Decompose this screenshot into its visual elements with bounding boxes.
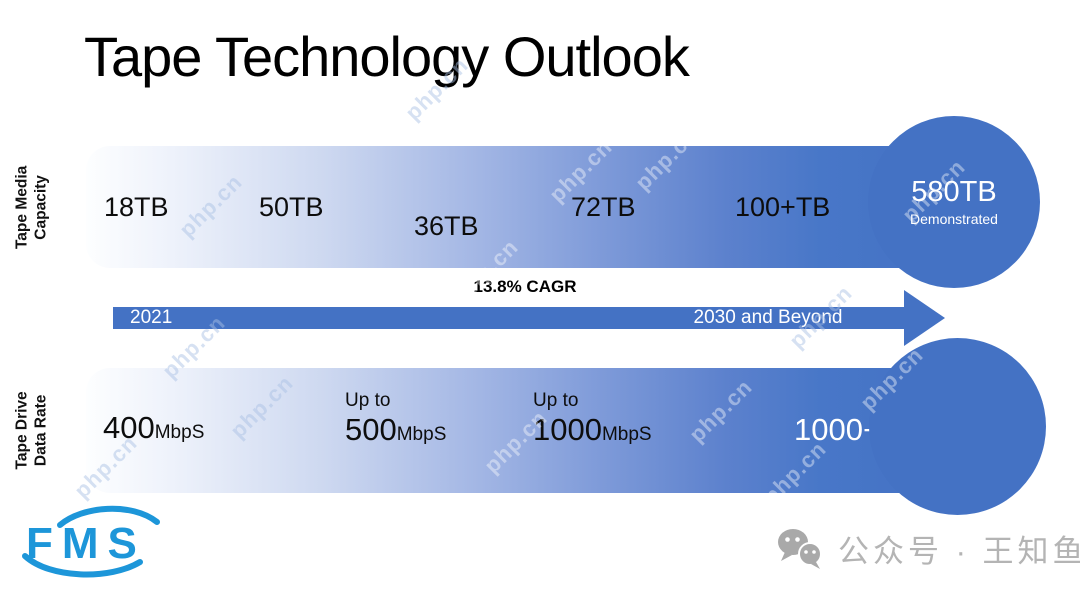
capacity-axis-label-line2: Capacity — [33, 175, 50, 240]
logo-swoosh-bottom — [22, 553, 143, 578]
cagr-label: 13.8% CAGR — [473, 277, 577, 296]
capacity-axis-label-line1: Tape Media — [13, 165, 31, 250]
rate-value-400: 400 MbpS — [103, 410, 205, 445]
capacity-highlight-circle: 580TB Demonstrated — [868, 116, 1040, 288]
rate-bar — [86, 368, 940, 493]
wechat-watermark: 公众号 · 王知鱼 — [776, 526, 1080, 571]
rate-axis-label-line2: Data Rate — [33, 394, 50, 467]
timeline-end-label: 2030 and Beyond — [693, 307, 843, 328]
rate-value-1000: Up to 1000 MbpS — [533, 390, 652, 447]
capacity-bar — [86, 146, 940, 268]
rate-value-500: Up to 500 MbpS — [345, 390, 447, 447]
page-title: Tape Technology Outlook — [84, 25, 690, 88]
logo-text: FMS — [26, 519, 146, 568]
capacity-value-72tb: 72TB — [571, 192, 636, 222]
timeline-arrowhead-icon — [904, 290, 945, 346]
capacity-value-18tb: 18TB — [104, 192, 169, 222]
wechat-icon — [778, 528, 822, 569]
fms-logo: FMS — [22, 505, 160, 578]
logo-swoosh-top — [57, 505, 160, 528]
timeline-start-label: 2021 — [130, 307, 173, 328]
capacity-value-50tb: 50TB — [259, 192, 324, 222]
capacity-axis-label: Tape Media Capacity — [13, 141, 52, 273]
wechat-account-text: 公众号 · 王知鱼 — [838, 534, 1080, 569]
capacity-value-100tb: 100+TB — [735, 192, 831, 222]
capacity-value-36tb: 36TB — [414, 211, 479, 241]
capacity-highlight-note: Demonstrated — [910, 211, 998, 228]
timeline-arrow: 2021 2030 and Beyond — [113, 307, 904, 329]
rate-axis-label-line1: Tape Drive — [13, 391, 31, 470]
rate-highlight-circle — [869, 338, 1046, 515]
capacity-highlight-value: 580TB — [911, 175, 997, 208]
rate-axis-label: Tape Drive Data Rate — [13, 364, 52, 496]
